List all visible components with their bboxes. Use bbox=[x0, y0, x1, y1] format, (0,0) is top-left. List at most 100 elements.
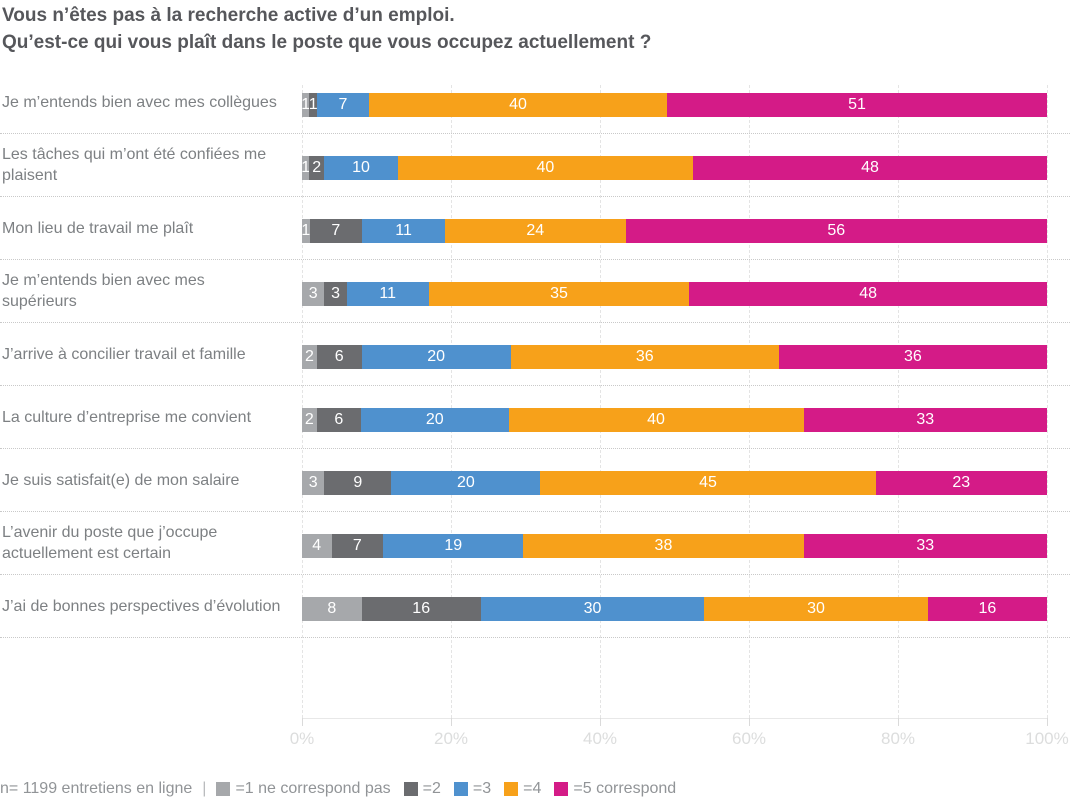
chart-row: Mon lieu de travail me plaît 1 7 11 24 56 bbox=[0, 197, 1070, 260]
bar-segment: 7 bbox=[316, 93, 370, 117]
bar-segment: 23 bbox=[875, 471, 1047, 495]
bar-segment: 1 bbox=[309, 93, 318, 117]
value-label: 2 bbox=[305, 348, 314, 365]
bar-segment: 1 bbox=[301, 219, 310, 243]
bar-track: 3 9 20 45 23 bbox=[302, 471, 1047, 495]
bar-segment: 2 bbox=[309, 156, 325, 180]
axis-tick bbox=[451, 718, 452, 726]
value-label: 30 bbox=[807, 600, 825, 617]
value-label: 1 bbox=[301, 96, 311, 113]
bar-segment: 40 bbox=[369, 93, 668, 117]
bar-segment: 3 bbox=[324, 282, 347, 306]
bar-segment: 40 bbox=[508, 408, 804, 432]
legend-item: =4 bbox=[504, 780, 541, 798]
chart-row: J’arrive à concilier travail et famille 2… bbox=[0, 323, 1070, 386]
category-label: Je m’entends bien avec mes supérieurs bbox=[2, 272, 205, 310]
sample-size-note: n= 1199 entretiens en ligne bbox=[0, 779, 193, 797]
bar-segment: 11 bbox=[346, 282, 429, 306]
legend-item: =1 ne correspond pas bbox=[216, 779, 391, 798]
bar-segment: 1 bbox=[301, 156, 311, 180]
value-label: 20 bbox=[456, 474, 475, 491]
bar-track: 4 7 19 38 33 bbox=[302, 534, 1048, 558]
bar-segment: 20 bbox=[361, 408, 509, 432]
value-label: 24 bbox=[526, 222, 545, 239]
value-label: 36 bbox=[904, 348, 922, 365]
value-label: 23 bbox=[952, 474, 971, 491]
chart-row: La culture d’entreprise me convient 2 6 20 4… bbox=[0, 386, 1070, 449]
value-label: 48 bbox=[861, 159, 879, 176]
axis-tick-label: 0% bbox=[289, 729, 315, 748]
axis-tick bbox=[898, 718, 899, 726]
bar-segment: 40 bbox=[397, 156, 693, 180]
axis-tick bbox=[600, 718, 601, 726]
value-label: 38 bbox=[654, 537, 673, 554]
chart-row: J’ai de bonnes perspectives d’évolution 8… bbox=[0, 575, 1070, 638]
bar-segment: 6 bbox=[316, 408, 361, 432]
x-axis-line bbox=[302, 718, 1047, 719]
category-label: Je m’entends bien avec mes collègues bbox=[2, 93, 277, 111]
vertical-gridline bbox=[1047, 85, 1048, 718]
category-label: Les tâches qui m’ont été confiées me pla… bbox=[2, 146, 267, 184]
bar-track: 2 6 20 36 36 bbox=[302, 345, 1048, 369]
value-label: 1 bbox=[301, 159, 311, 176]
axis-tick-label: 100% bbox=[1025, 729, 1069, 748]
legend-label: =4 bbox=[523, 779, 542, 797]
value-label: 11 bbox=[379, 285, 396, 302]
value-label: 40 bbox=[536, 159, 555, 176]
grid-layer bbox=[302, 85, 1048, 718]
value-label: 3 bbox=[331, 285, 340, 302]
vertical-gridline bbox=[600, 85, 601, 718]
bar-segment: 2 bbox=[302, 345, 317, 369]
chart-title-line2: Qu’est-ce qui vous plaît dans le poste q… bbox=[2, 32, 652, 53]
category-label: Je suis satisfait(e) de mon salaire bbox=[2, 471, 240, 489]
legend-swatch bbox=[403, 781, 418, 796]
value-label: 7 bbox=[352, 537, 362, 554]
value-label: 51 bbox=[848, 96, 866, 113]
bar-segment: 48 bbox=[689, 282, 1047, 306]
chart-footer: n= 1199 entretiens en ligne | =1 ne corr… bbox=[0, 778, 1070, 799]
axis-tick bbox=[749, 718, 750, 726]
legend-label: =3 bbox=[472, 779, 492, 797]
chart-title-line1: Vous n’êtes pas à la recherche active d’… bbox=[2, 5, 455, 26]
value-label: 16 bbox=[978, 600, 997, 617]
value-label: 20 bbox=[425, 411, 444, 428]
value-label: 9 bbox=[353, 474, 363, 491]
legend-item: =2 bbox=[403, 779, 441, 798]
bar-segment: 56 bbox=[625, 219, 1048, 243]
legend-label: =2 bbox=[422, 779, 441, 797]
bar-segment: 9 bbox=[324, 471, 392, 495]
axis-tick-label: 60% bbox=[731, 729, 767, 748]
value-label: 19 bbox=[444, 537, 463, 554]
axis-tick-label: 20% bbox=[433, 729, 469, 748]
bar-segment: 30 bbox=[704, 597, 928, 621]
category-label: J’ai de bonnes perspectives d’évolution bbox=[2, 597, 281, 615]
legend-item: =5 correspond bbox=[554, 780, 676, 798]
value-label: 3 bbox=[308, 474, 318, 491]
value-label: 56 bbox=[827, 222, 846, 239]
bar-segment: 7 bbox=[331, 534, 384, 558]
legend-swatch bbox=[216, 781, 231, 796]
bar-segment: 10 bbox=[324, 156, 398, 180]
value-label: 7 bbox=[331, 222, 341, 239]
bar-segment: 8 bbox=[302, 597, 362, 621]
axis-tick bbox=[1047, 718, 1048, 726]
value-label: 2 bbox=[304, 411, 314, 428]
bar-track: 1 7 11 24 56 bbox=[301, 219, 1048, 243]
category-label: La culture d’entreprise me convient bbox=[2, 408, 252, 426]
bar-track: 3 3 11 35 48 bbox=[302, 282, 1047, 306]
category-label: J’arrive à concilier travail et famille bbox=[2, 345, 246, 363]
legend-label: =1 ne correspond pas bbox=[235, 779, 391, 797]
value-label: 6 bbox=[334, 348, 344, 365]
chart-title: Vous n’êtes pas à la recherche active d’… bbox=[2, 2, 1002, 56]
legend-label: =5 correspond bbox=[573, 779, 677, 797]
legend-swatch bbox=[504, 781, 519, 796]
legend-swatch bbox=[554, 781, 569, 796]
bar-track: 1 2 10 40 48 bbox=[301, 156, 1047, 180]
axis-tick bbox=[302, 718, 303, 726]
chart-row: L’avenir du poste que j’occupe actuellem… bbox=[0, 512, 1070, 575]
value-label: 10 bbox=[352, 159, 370, 176]
value-label: 40 bbox=[647, 411, 665, 428]
legend-item: =3 bbox=[453, 779, 492, 798]
bar-track: 2 6 20 40 33 bbox=[302, 408, 1047, 432]
value-label: 2 bbox=[312, 159, 322, 176]
